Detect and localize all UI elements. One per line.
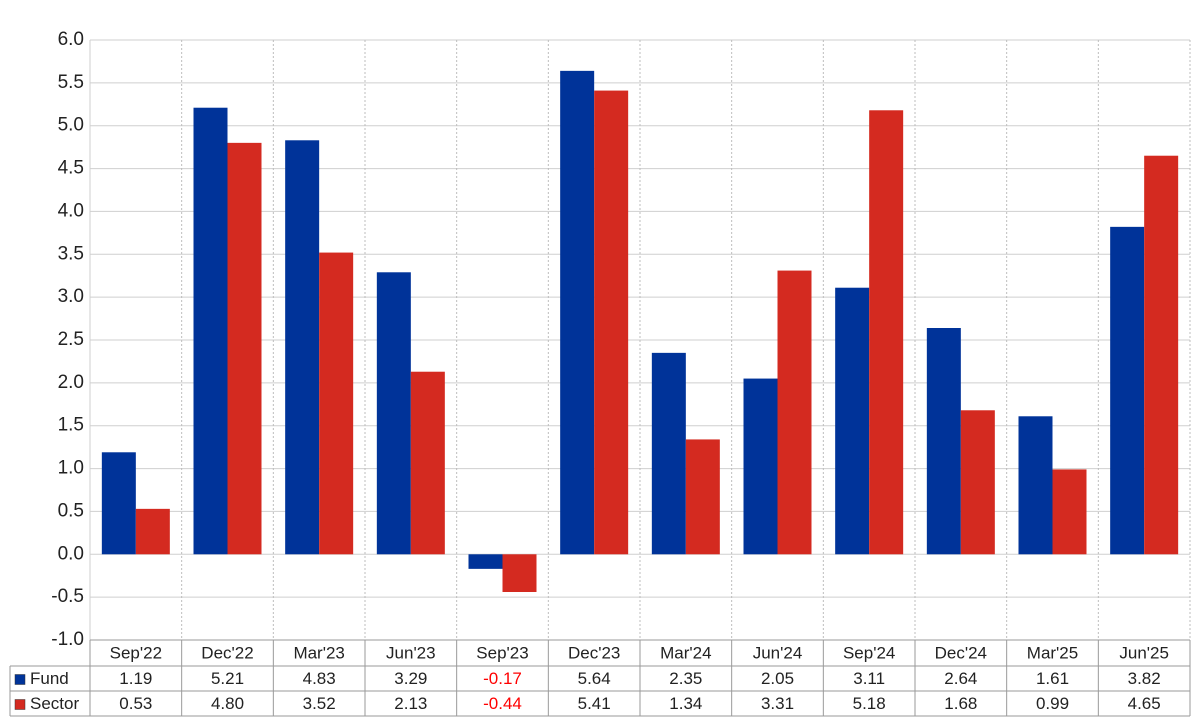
value-label: 2.35 — [669, 669, 702, 688]
value-label: 0.53 — [119, 694, 152, 713]
bar — [743, 378, 778, 555]
bar — [101, 452, 136, 555]
value-label: 3.52 — [303, 694, 336, 713]
value-label: 2.13 — [394, 694, 427, 713]
x-tick-label: Sep'23 — [476, 643, 528, 662]
bar — [560, 70, 595, 555]
bar — [594, 90, 629, 555]
value-label: 4.65 — [1128, 694, 1161, 713]
x-tick-label: Mar'23 — [293, 643, 344, 662]
x-tick-label: Dec'22 — [201, 643, 253, 662]
x-tick-label: Jun'23 — [386, 643, 436, 662]
bar — [685, 439, 720, 555]
value-label: 4.80 — [211, 694, 244, 713]
y-tick-label: 3.5 — [58, 243, 84, 264]
value-label: 5.41 — [578, 694, 611, 713]
bar — [960, 410, 995, 555]
bar — [869, 110, 904, 555]
value-label: 5.64 — [578, 669, 611, 688]
x-tick-label: Jun'25 — [1119, 643, 1169, 662]
bar — [1018, 416, 1053, 555]
y-tick-label: 2.5 — [58, 329, 84, 350]
y-tick-label: 1.5 — [58, 415, 84, 436]
x-tick-label: Jun'24 — [753, 643, 803, 662]
y-tick-label: 0.5 — [58, 500, 84, 521]
y-tick-label: -0.5 — [51, 586, 84, 607]
value-label: 5.21 — [211, 669, 244, 688]
value-label: 2.05 — [761, 669, 794, 688]
value-label: 3.11 — [853, 669, 885, 688]
bar — [502, 554, 537, 592]
x-tick-label: Mar'25 — [1027, 643, 1078, 662]
bar — [227, 142, 262, 555]
y-tick-label: 0.0 — [58, 543, 84, 564]
value-label: 1.19 — [119, 669, 152, 688]
value-label: 1.34 — [669, 694, 702, 713]
y-tick-label: 5.5 — [58, 72, 84, 93]
y-tick-label: 6.0 — [58, 29, 84, 50]
legend-swatch — [14, 674, 26, 685]
y-tick-label: 4.5 — [58, 158, 84, 179]
value-label: 3.31 — [761, 694, 794, 713]
bar — [1110, 226, 1145, 555]
bar — [410, 371, 445, 555]
x-tick-label: Dec'23 — [568, 643, 620, 662]
bar — [319, 252, 354, 555]
value-label: 3.29 — [394, 669, 427, 688]
value-label: 1.61 — [1036, 669, 1069, 688]
value-label: -0.17 — [483, 669, 522, 688]
legend-label: Sector — [30, 694, 79, 713]
value-label: 1.68 — [944, 694, 977, 713]
legend-label: Fund — [30, 669, 69, 688]
x-tick-label: Dec'24 — [935, 643, 987, 662]
x-tick-label: Sep'24 — [843, 643, 895, 662]
y-tick-label: 1.0 — [58, 458, 84, 479]
x-tick-label: Mar'24 — [660, 643, 711, 662]
bar — [651, 352, 686, 555]
bar — [1052, 469, 1087, 555]
y-tick-label: 4.0 — [58, 200, 84, 221]
y-tick-label: 2.0 — [58, 372, 84, 393]
legend-swatch — [14, 699, 26, 710]
value-label: -0.44 — [483, 694, 522, 713]
value-label: 4.83 — [303, 669, 336, 688]
bar — [135, 508, 170, 555]
y-tick-label: 5.0 — [58, 115, 84, 136]
value-label: 0.99 — [1036, 694, 1069, 713]
bar — [468, 554, 503, 569]
bar — [1144, 155, 1179, 555]
bar — [376, 272, 411, 555]
x-tick-label: Sep'22 — [110, 643, 162, 662]
bar — [193, 107, 228, 555]
value-label: 2.64 — [944, 669, 977, 688]
value-label: 5.18 — [853, 694, 886, 713]
bar — [926, 328, 961, 555]
bar — [777, 270, 812, 555]
y-tick-label: 3.0 — [58, 286, 84, 307]
y-tick-label: -1.0 — [51, 629, 84, 650]
value-label: 3.82 — [1128, 669, 1161, 688]
bar — [285, 140, 320, 555]
bar — [835, 287, 870, 555]
